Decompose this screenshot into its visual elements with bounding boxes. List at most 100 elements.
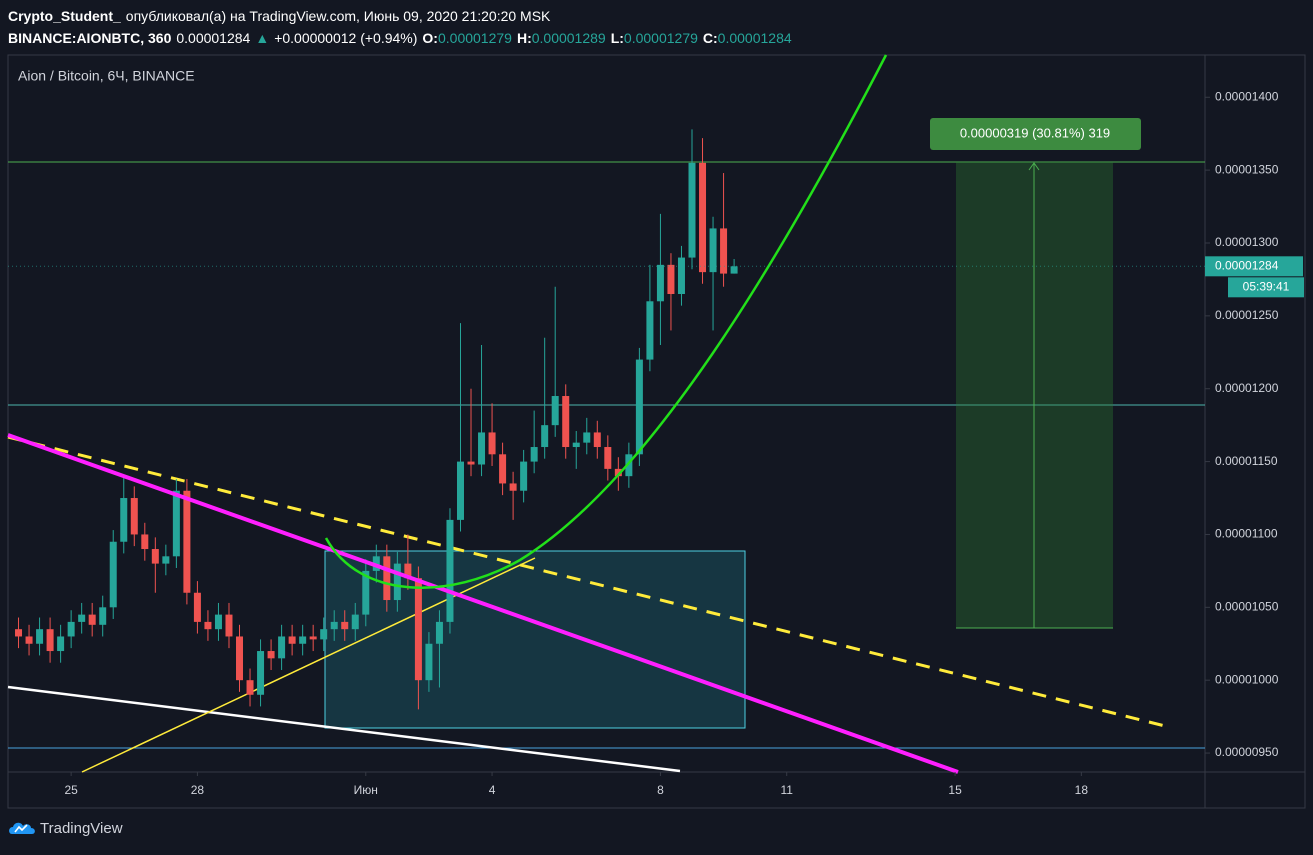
last-price: 0.00001284 [176, 30, 251, 46]
y-tick-label: 0.00001400 [1215, 89, 1279, 103]
candle-body [15, 629, 23, 637]
chart-title: Aion / Bitcoin, 6Ч, BINANCE [18, 68, 195, 84]
y-tick-label: 0.00001300 [1215, 235, 1279, 249]
o-label: O: [422, 30, 438, 46]
y-tick-label: 0.00001050 [1215, 599, 1279, 613]
candle-body [120, 498, 128, 542]
frame [7, 54, 1306, 809]
candle-body [393, 563, 401, 601]
candle-body [551, 396, 559, 426]
c-value: 0.00001284 [717, 30, 792, 46]
candle-body [141, 534, 149, 550]
candle-body [278, 636, 286, 659]
y-tick-label: 0.00001250 [1215, 308, 1279, 322]
candle-body [267, 651, 275, 659]
candle-body [172, 490, 180, 557]
y-tick-label: 0.00001350 [1215, 162, 1279, 176]
candle-body [236, 636, 244, 681]
header: Crypto_Student_ опубликовал(а) на Trading… [8, 5, 792, 49]
x-tick-label: 28 [191, 783, 205, 797]
brand: TradingView [40, 819, 123, 837]
countdown: 05:39:41 [1243, 279, 1290, 293]
candle-body [478, 432, 486, 465]
candle-body [320, 629, 328, 640]
x-tick-label: Июн [354, 783, 378, 797]
last-price-label: 0.00001284 [1215, 258, 1279, 272]
candle-body [583, 432, 591, 443]
candle-body [130, 498, 138, 535]
candle-body [509, 483, 517, 491]
candle-body [414, 578, 422, 681]
y-tick-label: 0.00001150 [1215, 454, 1278, 468]
author: Crypto_Student_ [8, 8, 121, 24]
countdown-box [1228, 277, 1304, 298]
candle-body [204, 621, 212, 630]
header-line-2: BINANCE:AIONBTC, 360 0.00001284 ▲ +0.000000… [8, 27, 792, 49]
x-tick-label: 25 [64, 783, 78, 797]
candle-body [351, 614, 359, 630]
candle-body [520, 461, 528, 491]
candle-body [99, 607, 107, 625]
o-value: 0.00001279 [437, 30, 512, 46]
candle-body [720, 228, 728, 274]
candle-body [635, 359, 643, 455]
candle-body [488, 432, 496, 455]
candle-body [446, 519, 454, 622]
parabola [324, 54, 888, 589]
candle-body [151, 549, 159, 564]
y-tick-label: 0.00001200 [1215, 381, 1279, 395]
h-label: H: [516, 30, 532, 46]
arrow: ▲ [255, 30, 270, 46]
candle-body [593, 432, 601, 448]
header-line-1: Crypto_Student_ опубликовал(а) на Trading… [8, 5, 792, 27]
measure-label: 0.00000319 (30.81%) 319 [960, 125, 1110, 140]
candle-body [362, 570, 370, 615]
candle-body [709, 228, 717, 273]
candle-body [299, 636, 307, 644]
candle-body [435, 621, 443, 644]
y-tick-label: 0.00001000 [1215, 672, 1279, 686]
candle-body [46, 629, 54, 652]
trend-line-magenta [7, 433, 959, 774]
candle-body [330, 621, 338, 630]
candle-body [383, 556, 391, 601]
candle-body [109, 541, 117, 608]
candle-body [257, 651, 265, 695]
candle-body [404, 563, 412, 579]
candle-body [730, 266, 738, 274]
logo [9, 822, 35, 834]
candle-body [162, 556, 170, 564]
candle-body [699, 162, 707, 273]
h-value: 0.00001289 [531, 30, 606, 46]
candle-body [57, 636, 65, 652]
overlay: 0.00000319 (30.81%) 319 Aion / Bitcoin, … [7, 54, 1141, 774]
drawings [7, 161, 1205, 773]
x-tick-label: 15 [948, 783, 962, 797]
candle-body [656, 264, 664, 302]
candle-body [625, 454, 633, 477]
candle-body [36, 629, 44, 644]
last-price-box [1205, 256, 1303, 277]
candle-body [341, 621, 349, 630]
candle-body [225, 614, 233, 637]
candle-body [88, 614, 96, 625]
candle-body [530, 447, 538, 462]
trend-line-dashed [7, 435, 1166, 728]
x-tick-label: 4 [489, 783, 496, 797]
symbol: BINANCE:AIONBTC, 360 [8, 30, 172, 46]
x-tick-label: 18 [1075, 783, 1089, 797]
l-label: L: [610, 30, 624, 46]
candle-body [499, 454, 507, 484]
y-tick-label: 0.00001100 [1215, 527, 1278, 541]
candle-body [67, 621, 75, 637]
candle-body [614, 468, 622, 477]
candle-body [25, 636, 33, 644]
x-tick-label: 11 [780, 783, 793, 797]
l-value: 0.00001279 [623, 30, 698, 46]
candle-body [456, 461, 464, 520]
footer: TradingView [8, 818, 123, 838]
candle-body [646, 301, 654, 360]
arrow-head [1028, 162, 1040, 171]
